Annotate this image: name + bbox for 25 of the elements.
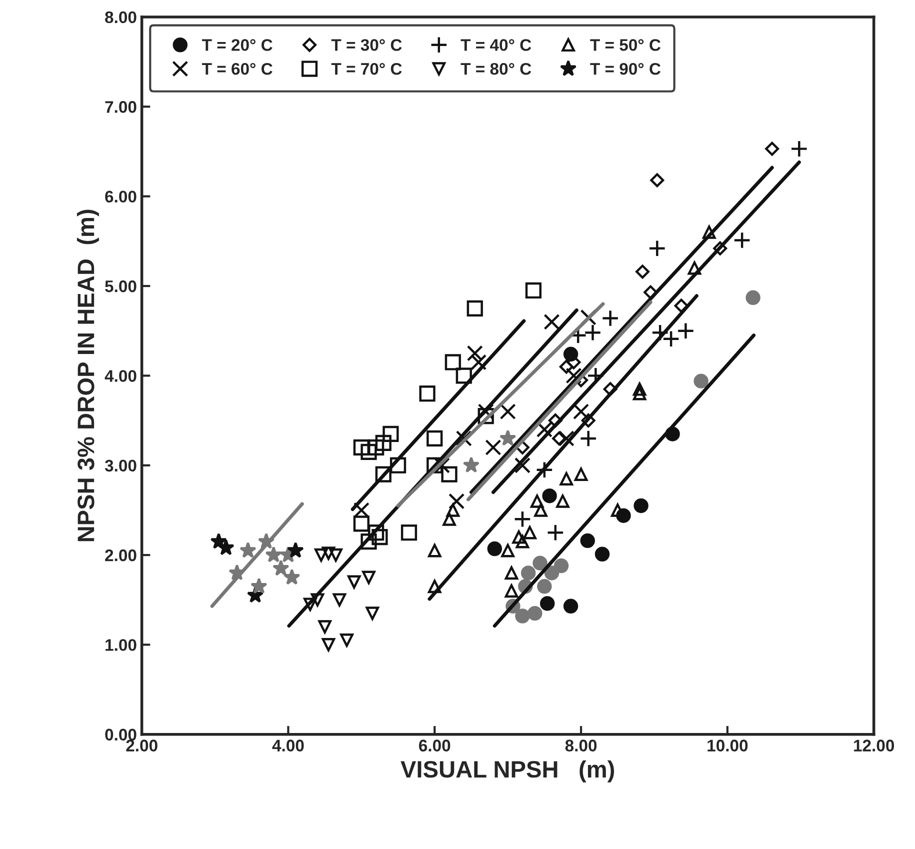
legend-label: T = 80° C — [460, 62, 532, 75]
x-tick-label: 4.00 — [272, 740, 304, 752]
y-tick-label: 3.00 — [104, 460, 136, 472]
legend-label: T = 30° C — [331, 39, 402, 51]
legend-label: T = 50° C — [590, 39, 661, 51]
legend-label: T = 90° C — [590, 62, 661, 75]
x-tick-label: 2.00 — [126, 740, 158, 752]
y-tick-label: 5.00 — [105, 280, 136, 292]
legend-label: T = 20° C — [202, 39, 272, 51]
y-tick-label: 7.00 — [105, 101, 136, 113]
x-tick-label: 10.00 — [708, 740, 748, 752]
legend-label: T = 70° C — [331, 62, 402, 75]
x-axis-title: VISUAL NPSH (m) — [400, 760, 614, 782]
legend-label: T = 40° C — [460, 39, 532, 51]
legend-label: T = 60° C — [202, 62, 272, 75]
y-tick-label: 1.00 — [106, 639, 136, 651]
y-tick-label: 8.00 — [105, 11, 136, 24]
y-tick-label: 4.00 — [104, 370, 136, 382]
y-tick-label: 2.00 — [105, 549, 136, 562]
x-tick-label: 6.00 — [419, 740, 450, 752]
y-tick-label: 0.00 — [105, 728, 136, 741]
y-tick-label: 6.00 — [105, 190, 136, 203]
x-tick-label: 12.00 — [854, 740, 894, 752]
x-tick-label: 8.00 — [565, 740, 597, 752]
y-axis-title: NPSH 3% DROP IN HEAD (m) — [76, 210, 99, 542]
